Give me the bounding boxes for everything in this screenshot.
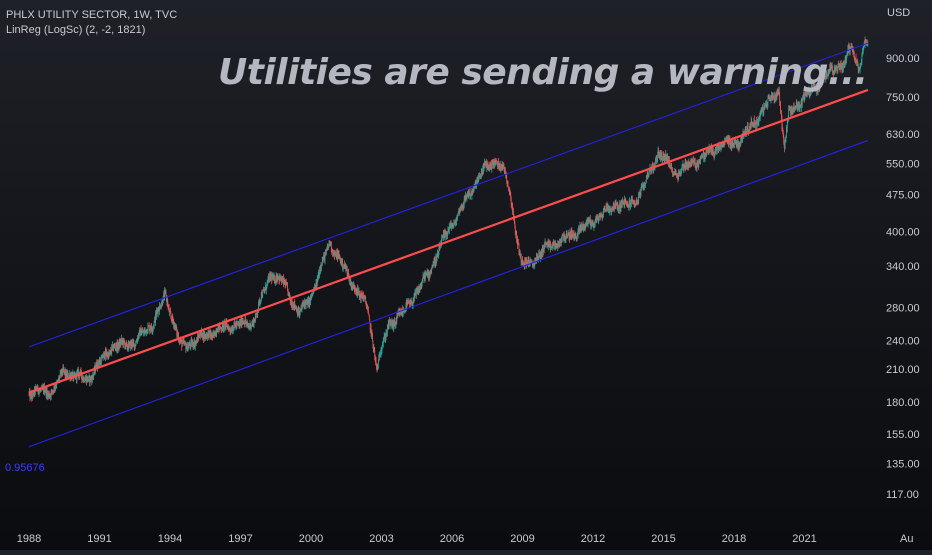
lower-channel-line: [29, 140, 868, 446]
candle-body: [368, 310, 369, 314]
candle-body: [131, 342, 132, 346]
candle-body: [262, 291, 263, 297]
candle-body: [101, 358, 102, 359]
y-tick-label: 750.00: [886, 92, 920, 104]
candle-body: [802, 101, 803, 105]
candle-body: [508, 182, 509, 187]
candle-body: [779, 93, 780, 101]
x-tick-label: 2009: [510, 533, 534, 545]
candle-body: [440, 246, 441, 249]
indicator-title[interactable]: LinReg (LogSc) (2, -2, 1821): [6, 23, 177, 38]
headline-annotation: Utilities are sending a warning...: [218, 52, 867, 93]
candle-body: [852, 45, 853, 47]
y-tick-label: 340.00: [886, 261, 920, 273]
candle-body: [103, 358, 104, 359]
candle-body: [171, 317, 172, 319]
candle-body: [52, 390, 53, 392]
y-tick-label: 155.00: [886, 429, 920, 441]
candle-body: [508, 187, 509, 188]
x-tick-label: 2021: [792, 533, 816, 545]
candle-body: [365, 298, 366, 302]
y-tick-label: 210.00: [886, 364, 920, 376]
candle-body: [863, 47, 864, 50]
candle-body: [742, 136, 743, 140]
y-tick-label: 550.00: [886, 158, 920, 170]
y-tick-label: 900.00: [886, 53, 920, 65]
y-tick-label: 240.00: [886, 336, 920, 348]
y-tick-label: 475.00: [886, 190, 920, 202]
candle-body: [672, 170, 673, 174]
x-tick-label: 2015: [651, 533, 675, 545]
candle-body: [234, 322, 235, 324]
candle-body: [506, 176, 507, 181]
y-tick-label: 180.00: [886, 397, 920, 409]
candle-body: [257, 312, 258, 315]
candle-body: [136, 342, 137, 345]
candle-body: [768, 98, 769, 105]
candle-body: [376, 364, 377, 368]
x-tick-label: 2018: [722, 533, 746, 545]
regression-r-label: 0.95676: [5, 462, 45, 474]
candle-body: [200, 335, 201, 337]
candle-body: [416, 291, 417, 295]
candle-body: [265, 289, 266, 291]
candle-body: [641, 191, 642, 197]
candle-body: [867, 44, 868, 46]
y-tick-label: 400.00: [886, 226, 920, 238]
candle-body: [60, 372, 61, 376]
candle-body: [39, 391, 40, 392]
candle-body: [321, 266, 322, 267]
candle-body: [618, 204, 619, 206]
candle-body: [384, 336, 385, 340]
candle-body: [343, 268, 344, 269]
x-tick-label: 1988: [17, 533, 41, 545]
currency-label[interactable]: USD: [887, 7, 910, 19]
candle-body: [148, 326, 149, 331]
x-tick-label: 2012: [581, 533, 605, 545]
x-tick-label: 2006: [440, 533, 464, 545]
candle-body: [613, 209, 614, 210]
x-tick-label: 1997: [228, 533, 252, 545]
candle-body: [482, 169, 483, 174]
symbol-title[interactable]: PHLX UTILITY SECTOR, 1W, TVC: [6, 8, 177, 23]
candle-body: [358, 288, 359, 292]
y-tick-label: 135.00: [886, 458, 920, 470]
x-tick-label: 2003: [369, 533, 393, 545]
candle-body: [154, 321, 155, 326]
candle-body: [457, 216, 458, 219]
candle-body: [687, 162, 688, 167]
candle-body: [101, 358, 102, 364]
candle-body: [162, 303, 163, 304]
candle-body: [237, 323, 238, 324]
x-tick-label: 2000: [299, 533, 323, 545]
candle-body: [372, 334, 373, 341]
candle-body: [189, 346, 190, 348]
regression-line: [29, 90, 868, 393]
candle-body: [479, 176, 480, 177]
x-tick-label: 1991: [87, 533, 111, 545]
candle-body: [245, 320, 246, 323]
candle-body: [202, 331, 203, 338]
candle-body: [182, 343, 183, 346]
candle-body: [378, 357, 379, 361]
candle-body: [437, 257, 438, 258]
candle-body: [287, 285, 288, 289]
x-tick-label: 1994: [158, 533, 182, 545]
y-tick-label: 117.00: [886, 489, 919, 501]
y-tick-label: 280.00: [886, 303, 920, 315]
candle-body: [373, 341, 374, 345]
chart-legend: PHLX UTILITY SECTOR, 1W, TVC LinReg (Log…: [6, 8, 177, 38]
candle-body: [159, 305, 160, 311]
candle-body: [629, 202, 630, 207]
x-tick-label: Au: [900, 533, 913, 545]
y-tick-label: 630.00: [886, 129, 920, 141]
candle-body: [348, 273, 349, 274]
